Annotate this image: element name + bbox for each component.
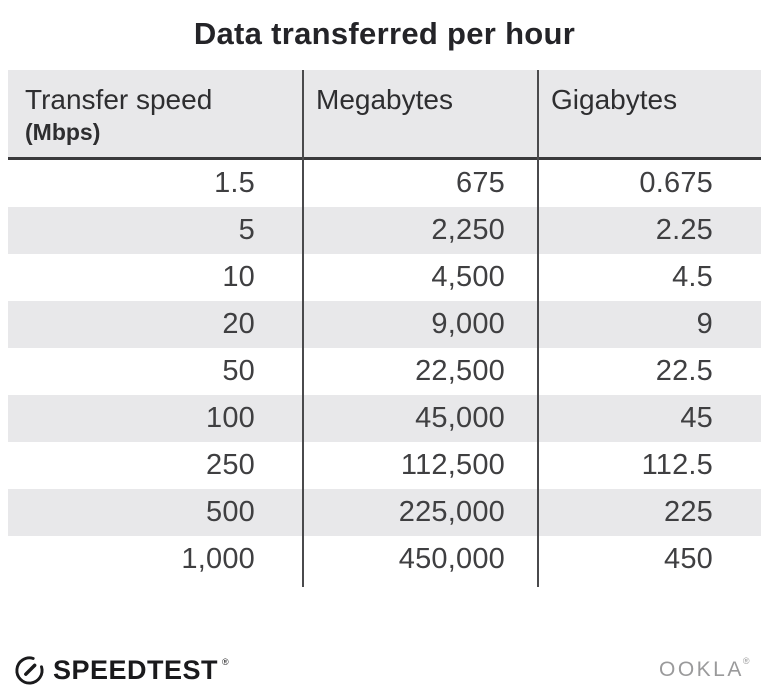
table-row: 10 4,500 4.5 [8,254,761,301]
speedtest-wordmark: SPEEDTEST [53,654,219,685]
footer: SPEEDTEST ® OOKLA ® [14,652,753,688]
table-cell: 100 [206,402,255,434]
table-row: 1.5 675 0.675 [8,160,761,207]
table-row: 250 112,500 112.5 [8,442,761,489]
table-cell: 1,000 [181,543,255,575]
speedtest-trademark-mark: ® [222,657,229,667]
table-cell: 10 [222,261,255,293]
column-header-label: Megabytes [316,84,453,115]
column-header-megabytes: Megabytes [302,70,537,157]
table-cell: 22.5 [655,355,713,387]
table-row: 500 225,000 225 [8,489,761,536]
table-cell: 112.5 [641,449,713,481]
table-cell: 20 [222,308,255,340]
column-header-sublabel: (Mbps) [25,119,101,145]
column-header-gigabytes: Gigabytes [537,70,761,157]
column-divider [302,70,304,587]
table-row: 100 45,000 45 [8,395,761,442]
table-cell: 450 [664,543,713,575]
table-cell: 4,500 [431,261,505,293]
page-title: Data transferred per hour [193,16,576,51]
table-cell: 0.675 [639,167,713,199]
ookla-trademark-mark: ® [742,656,752,666]
table-cell: 4.5 [672,261,713,293]
speedtest-gauge-icon [15,655,44,685]
table-row: 5 2,250 2.25 [8,207,761,254]
table-cell: 9 [696,308,713,340]
column-header-transfer-speed: Transfer speed (Mbps) [8,70,302,157]
table-cell: 450,000 [398,543,505,575]
table-row: 50 22,500 22.5 [8,348,761,395]
table-row: 1,000 450,000 450 [8,536,761,583]
table-cell: 112,500 [400,449,505,481]
table-cell: 5 [238,214,255,246]
speedtest-logo: SPEEDTEST ® [14,655,233,686]
column-header-label: Gigabytes [551,84,678,115]
column-header-label: Transfer speed [25,84,213,115]
data-table: Transfer speed (Mbps) Megabytes Gigabyte… [8,70,761,587]
table-cell: 1.5 [214,167,255,199]
table-cell: 45,000 [415,402,505,434]
table-cell: 50 [222,355,255,387]
table-cell: 225 [664,496,713,528]
table-body: 1.5 675 0.675 5 2,250 2.25 10 4,500 4.5 20 9,000 9 5… [8,160,761,583]
table-row: 20 9,000 9 [8,301,761,348]
column-divider [537,70,539,587]
table-cell: 675 [456,167,505,199]
table-cell: 500 [206,496,255,528]
table-cell: 250 [206,449,255,481]
table-cell: 22,500 [415,355,505,387]
table-cell: 2.25 [655,214,713,246]
ookla-wordmark: OOKLA [658,658,744,681]
table-cell: 2,250 [431,214,505,246]
table-header-row: Transfer speed (Mbps) Megabytes Gigabyte… [8,70,761,160]
table-cell: 45 [680,402,713,434]
ookla-logo: OOKLA ® [658,656,753,682]
table-cell: 9,000 [431,308,505,340]
table-cell: 225,000 [398,496,505,528]
